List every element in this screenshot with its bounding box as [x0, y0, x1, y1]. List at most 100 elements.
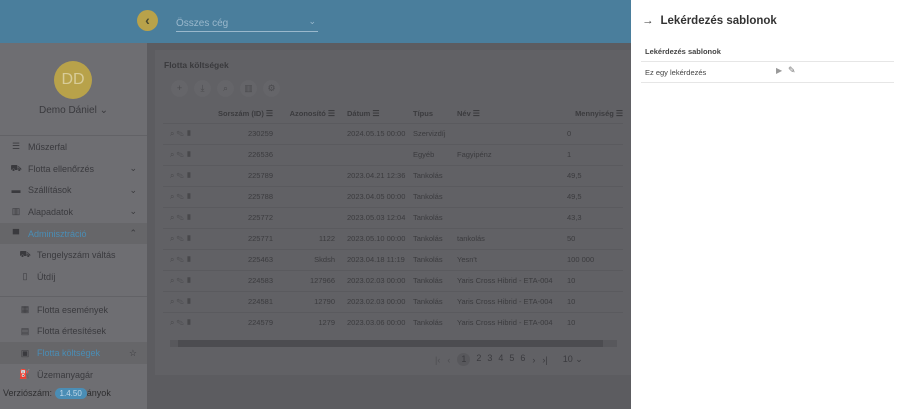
pencil-icon[interactable]: ✎: [788, 65, 796, 75]
collapse-sidebar-button[interactable]: ‹: [137, 10, 158, 31]
edit-icon[interactable]: ✎: [176, 254, 186, 264]
column-header-id[interactable]: Sorszám (ID) ☰: [217, 109, 273, 119]
column-header-datum[interactable]: Dátum ☰: [347, 109, 380, 119]
table-cell: 2023.03.06 00:00: [341, 311, 413, 333]
view-icon[interactable]: ⌕: [170, 191, 177, 201]
sidebar-item-flotta-ertesitesek[interactable]: ▤ Flotta értesítések: [0, 321, 147, 343]
view-icon[interactable]: ⌕: [170, 275, 177, 285]
delete-icon[interactable]: ▮: [185, 170, 194, 180]
delete-icon[interactable]: ▮: [185, 233, 194, 243]
sidebar-item-label: Flotta költségek: [37, 348, 101, 359]
add-button[interactable]: +: [171, 80, 188, 97]
column-header-mennyiseg[interactable]: Mennyiség ☰: [575, 109, 623, 119]
edit-icon[interactable]: ✎: [176, 317, 186, 327]
table-cell: [279, 164, 341, 186]
delete-icon[interactable]: ▮: [185, 191, 194, 201]
edit-icon[interactable]: ✎: [176, 170, 186, 180]
page-button[interactable]: 6: [520, 353, 526, 363]
page-size-select[interactable]: 10 ⌄: [562, 354, 583, 364]
query-templates-drawer: → Lekérdezés sablonok Lekérdezés sablonok…: [631, 0, 900, 409]
last-page-button[interactable]: ›|: [542, 354, 548, 365]
next-page-button[interactable]: ›: [532, 354, 536, 365]
view-icon[interactable]: ⌕: [170, 317, 177, 327]
sidebar-item-flotta-koltsegek[interactable]: ▣ Flotta költségek ☆: [0, 342, 147, 364]
sidebar-item-tengelyszam-valtas[interactable]: ⛟ Tengelyszám váltás: [0, 244, 147, 266]
columns-button[interactable]: ▥: [240, 80, 257, 97]
table-cell: 2023.04.18 11:19: [341, 248, 413, 270]
delete-icon[interactable]: ▮: [185, 212, 194, 222]
delete-icon[interactable]: ▮: [185, 149, 194, 159]
table-row[interactable]: ⌕✎▮ 225772 2023.05.03 12:04 Tankolás 43,3: [163, 206, 623, 228]
view-icon[interactable]: ⌕: [170, 254, 177, 264]
delete-icon[interactable]: ▮: [185, 254, 194, 264]
bus-icon: ▬: [11, 185, 21, 196]
sidebar-item-flotta-esemenyek[interactable]: ▦ Flotta események: [0, 299, 147, 321]
sidebar-item-szallitasok[interactable]: ▬ Szállítások ⌄: [0, 179, 147, 201]
table-row[interactable]: ⌕✎▮ 225463 Skdsh 2023.04.18 11:19 Tankolás Ye…: [163, 248, 623, 270]
delete-icon[interactable]: ▮: [185, 317, 194, 327]
sidebar-item-adminisztracio[interactable]: ▀ Adminisztráció ⌃: [0, 222, 147, 245]
search-button[interactable]: ⌕: [217, 80, 234, 97]
play-icon[interactable]: ▶: [776, 66, 783, 75]
page-button[interactable]: 2: [476, 353, 482, 363]
table-cell: 127966: [279, 269, 341, 291]
sort-icon: ☰: [265, 109, 273, 119]
page-button[interactable]: 5: [509, 353, 515, 363]
view-icon[interactable]: ⌕: [170, 128, 177, 138]
query-template-item[interactable]: Ez egy lekérdezés ▶ ✎: [641, 63, 894, 83]
edit-icon[interactable]: ✎: [176, 128, 186, 138]
scrollbar-thumb[interactable]: [178, 340, 603, 347]
horizontal-scrollbar[interactable]: [170, 340, 617, 347]
close-arrow-icon[interactable]: →: [642, 15, 654, 27]
sidebar-item-utdij[interactable]: ▯ Útdíj: [0, 266, 147, 288]
delete-icon[interactable]: ▮: [185, 296, 194, 306]
view-icon[interactable]: ⌕: [170, 233, 177, 243]
sidebar-item-alapadatok[interactable]: ▥ Alapadatok ⌄: [0, 201, 147, 223]
prev-page-button[interactable]: ‹: [447, 354, 451, 365]
settings-button[interactable]: ⚙: [263, 80, 280, 97]
edit-icon[interactable]: ✎: [176, 296, 186, 306]
table-cell: [279, 122, 341, 144]
table-row[interactable]: ⌕✎▮ 225771 1122 2023.05.10 00:00 Tankolás tan…: [163, 227, 623, 249]
delete-icon[interactable]: ▮: [185, 275, 194, 285]
column-header-azonosito[interactable]: Azonosító ☰: [289, 109, 335, 119]
column-header-tipus[interactable]: Típus: [413, 109, 433, 119]
sidebar-item-uzemanyagar[interactable]: ⛽ Üzemanyagár: [0, 364, 147, 386]
page-button[interactable]: 1: [457, 353, 471, 366]
table-row[interactable]: ⌕✎▮ 224583 127966 2023.02.03 00:00 Tankolás Y…: [163, 269, 623, 291]
star-icon[interactable]: ☆: [128, 347, 137, 358]
table-row[interactable]: ⌕✎▮ 225788 2023.04.05 00:00 Tankolás 49,5: [163, 185, 623, 207]
sidebar-item-label[interactable]: ányok: [86, 388, 111, 398]
table-row[interactable]: ⌕✎▮ 224581 12790 2023.02.03 00:00 Tankolás Ya…: [163, 290, 623, 312]
edit-icon[interactable]: ✎: [176, 191, 186, 201]
first-page-button[interactable]: |‹: [435, 354, 441, 365]
edit-icon[interactable]: ✎: [176, 149, 186, 159]
table-cell: [457, 122, 567, 144]
table-cell: 230259: [213, 122, 279, 144]
table-row[interactable]: ⌕✎▮ 224579 1279 2023.03.06 00:00 Tankolás Yar…: [163, 311, 623, 333]
view-icon[interactable]: ⌕: [170, 296, 177, 306]
table-cell: [279, 206, 341, 228]
table-cell: Yaris Cross Hibrid - ETA-004: [457, 269, 567, 291]
download-button[interactable]: ⤓: [194, 80, 211, 97]
table-row[interactable]: ⌕✎▮ 226536 Egyéb Fagyipénz 1: [163, 143, 623, 165]
view-icon[interactable]: ⌕: [170, 212, 177, 222]
page-button[interactable]: 3: [487, 353, 493, 363]
table-row[interactable]: ⌕✎▮ 230259 2024.05.15 00:00 Szervizdíj 0: [163, 122, 623, 144]
table-row[interactable]: ⌕✎▮ 225789 2023.04.21 12:36 Tankolás 49,5: [163, 164, 623, 186]
delete-icon[interactable]: ▮: [185, 128, 194, 138]
company-select[interactable]: Összes cég ⌄: [176, 16, 318, 32]
column-header-nev[interactable]: Név ☰: [457, 109, 480, 119]
view-icon[interactable]: ⌕: [170, 149, 177, 159]
sidebar-item-muszerfal[interactable]: ☰ Műszerfal: [0, 136, 147, 158]
user-menu[interactable]: Demo Dániel ⌄: [0, 105, 147, 116]
edit-icon[interactable]: ✎: [176, 212, 186, 222]
row-actions: ⌕✎▮: [163, 185, 213, 207]
edit-icon[interactable]: ✎: [176, 275, 186, 285]
view-icon[interactable]: ⌕: [170, 170, 177, 180]
row-actions: ⌕✎▮: [163, 122, 213, 144]
page-button[interactable]: 4: [498, 353, 504, 363]
edit-icon[interactable]: ✎: [176, 233, 186, 243]
sidebar-item-flotta-ellenorzes[interactable]: ⛟ Flotta ellenőrzés ⌄: [0, 158, 147, 180]
table-cell: 2023.02.03 00:00: [341, 290, 413, 312]
